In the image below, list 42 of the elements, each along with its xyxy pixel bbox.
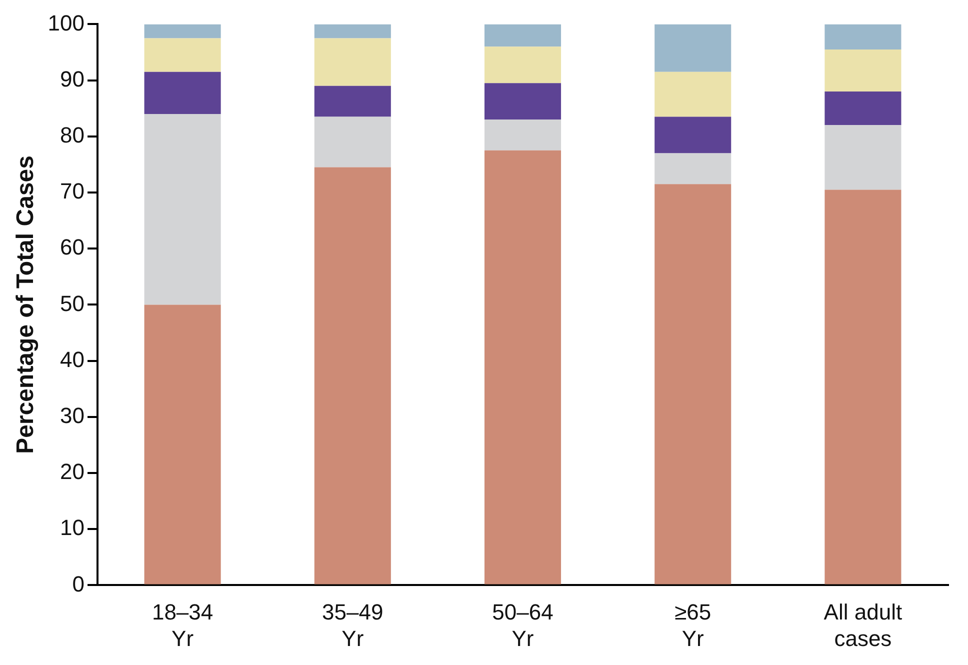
- bar: [314, 167, 391, 584]
- bar: [144, 114, 221, 305]
- bar: [144, 38, 221, 72]
- bar: [824, 92, 902, 126]
- y-tick-label: 30: [60, 402, 85, 428]
- y-axis-title: Percentage of Total Cases: [12, 156, 40, 454]
- bar: [654, 24, 732, 72]
- bar: [824, 125, 902, 190]
- x-tick-label: ≥65 Yr: [674, 599, 712, 651]
- bar: [654, 184, 732, 584]
- y-tick-label: 70: [60, 178, 85, 204]
- y-tick-label: 50: [60, 290, 85, 316]
- bar: [824, 24, 902, 50]
- y-tick-label: 60: [60, 234, 85, 260]
- bar: [144, 304, 221, 584]
- bar: [314, 24, 391, 38]
- bar: [314, 38, 391, 86]
- y-tick-label: 10: [60, 515, 85, 540]
- bar: [484, 24, 562, 47]
- bar: [654, 153, 732, 184]
- bar: [144, 72, 221, 114]
- bar: [654, 72, 732, 117]
- bar: [314, 116, 391, 168]
- y-tick-label: 20: [60, 459, 85, 484]
- bar: [484, 150, 562, 584]
- bar: [484, 46, 562, 84]
- bar: [484, 83, 562, 120]
- bar: [484, 120, 562, 150]
- y-tick-label: 0: [72, 571, 85, 596]
- bar: [144, 24, 221, 38]
- x-tick-label: 35–49 Yr: [322, 599, 384, 651]
- y-tick-label: 90: [60, 66, 85, 92]
- y-tick-label: 80: [60, 122, 85, 148]
- y-tick-label: 100: [48, 10, 85, 36]
- bar: [654, 116, 732, 154]
- bar: [824, 49, 902, 92]
- bar: [824, 190, 902, 584]
- x-tick-label: 18–34 Yr: [152, 599, 214, 651]
- x-tick-label: 50–64 Yr: [492, 599, 554, 651]
- x-tick-label: All adult cases: [824, 599, 902, 651]
- y-tick-label: 40: [60, 346, 85, 372]
- bar: [314, 86, 391, 117]
